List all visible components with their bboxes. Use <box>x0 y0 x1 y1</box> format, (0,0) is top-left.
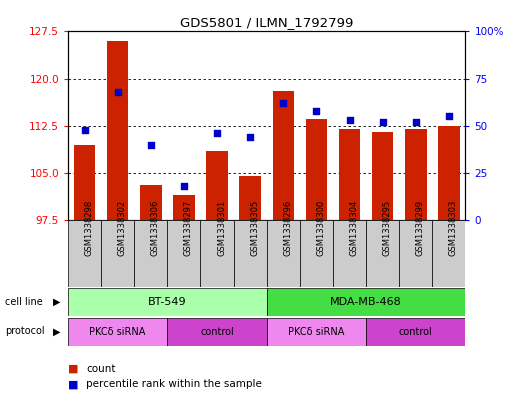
Bar <box>333 220 366 287</box>
Text: count: count <box>86 364 116 374</box>
Point <box>213 130 221 136</box>
Text: cell line: cell line <box>5 297 43 307</box>
Bar <box>167 220 200 287</box>
Text: PKCδ siRNA: PKCδ siRNA <box>288 327 345 337</box>
Text: ■: ■ <box>68 379 78 389</box>
Text: percentile rank within the sample: percentile rank within the sample <box>86 379 262 389</box>
Text: GSM1338298: GSM1338298 <box>85 200 94 256</box>
Point <box>113 89 122 95</box>
Text: control: control <box>200 327 234 337</box>
Bar <box>240 176 261 220</box>
Bar <box>399 220 433 287</box>
Bar <box>200 220 234 287</box>
Bar <box>173 195 195 220</box>
Bar <box>267 288 465 316</box>
Text: GSM1338302: GSM1338302 <box>118 200 127 256</box>
Bar <box>305 119 327 220</box>
Text: GSM1338304: GSM1338304 <box>349 200 359 256</box>
Text: GSM1338305: GSM1338305 <box>250 200 259 256</box>
Text: GSM1338303: GSM1338303 <box>449 200 458 256</box>
Bar <box>101 220 134 287</box>
Bar <box>366 220 399 287</box>
Bar <box>433 220 465 287</box>
Bar <box>206 151 228 220</box>
Bar <box>300 220 333 287</box>
Bar <box>140 185 162 220</box>
Bar <box>234 220 267 287</box>
Text: protocol: protocol <box>5 326 45 336</box>
Text: GSM1338300: GSM1338300 <box>316 200 325 256</box>
Text: control: control <box>399 327 433 337</box>
Bar <box>267 220 300 287</box>
Bar <box>438 126 460 220</box>
Text: GSM1338295: GSM1338295 <box>383 200 392 256</box>
Bar <box>68 288 267 316</box>
Bar <box>68 318 167 346</box>
Bar <box>267 318 366 346</box>
Bar <box>339 129 360 220</box>
Bar <box>366 318 465 346</box>
Text: ■: ■ <box>68 364 78 374</box>
Text: BT-549: BT-549 <box>148 297 187 307</box>
Bar <box>272 91 294 220</box>
Point <box>146 141 155 148</box>
Point <box>180 183 188 189</box>
Text: MDA-MB-468: MDA-MB-468 <box>330 297 402 307</box>
Bar <box>107 41 129 220</box>
Text: ▶: ▶ <box>53 297 60 307</box>
Text: GSM1338297: GSM1338297 <box>184 200 193 256</box>
Bar <box>74 145 95 220</box>
Bar <box>372 132 393 220</box>
Point <box>81 127 89 133</box>
Point <box>279 100 288 106</box>
Point <box>412 119 420 125</box>
Text: GSM1338301: GSM1338301 <box>217 200 226 256</box>
Text: GSM1338299: GSM1338299 <box>416 200 425 256</box>
Text: GSM1338296: GSM1338296 <box>283 200 292 256</box>
Point <box>246 134 254 140</box>
Bar <box>134 220 167 287</box>
Text: PKCδ siRNA: PKCδ siRNA <box>89 327 146 337</box>
Point <box>379 119 387 125</box>
Point <box>345 117 354 123</box>
Point <box>312 108 321 114</box>
Point <box>445 113 453 119</box>
Text: GSM1338306: GSM1338306 <box>151 200 160 256</box>
Bar <box>405 129 427 220</box>
Text: ▶: ▶ <box>53 326 60 336</box>
Title: GDS5801 / ILMN_1792799: GDS5801 / ILMN_1792799 <box>180 16 354 29</box>
Bar <box>167 318 267 346</box>
Bar <box>68 220 101 287</box>
